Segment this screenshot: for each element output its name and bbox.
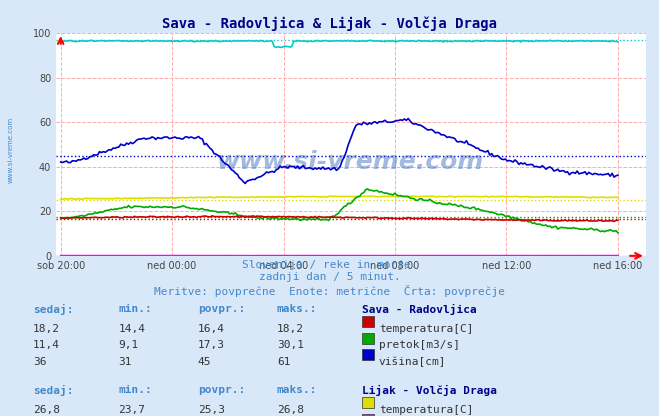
Text: Sava - Radovljica: Sava - Radovljica — [362, 304, 477, 315]
Text: 14,4: 14,4 — [119, 324, 146, 334]
Text: 9,1: 9,1 — [119, 340, 139, 350]
Text: pretok[m3/s]: pretok[m3/s] — [379, 340, 460, 350]
Text: min.:: min.: — [119, 385, 152, 395]
Text: 25,3: 25,3 — [198, 405, 225, 415]
Text: 26,8: 26,8 — [277, 405, 304, 415]
Text: Meritve: povprečne  Enote: metrične  Črta: povprečje: Meritve: povprečne Enote: metrične Črta:… — [154, 285, 505, 297]
Text: 30,1: 30,1 — [277, 340, 304, 350]
Text: maks.:: maks.: — [277, 385, 317, 395]
Text: 31: 31 — [119, 357, 132, 367]
Text: www.si-vreme.com: www.si-vreme.com — [217, 150, 484, 174]
Text: sedaj:: sedaj: — [33, 385, 73, 396]
Text: maks.:: maks.: — [277, 304, 317, 314]
Text: temperatura[C]: temperatura[C] — [379, 405, 473, 415]
Text: 11,4: 11,4 — [33, 340, 60, 350]
Text: zadnji dan / 5 minut.: zadnji dan / 5 minut. — [258, 272, 401, 282]
Text: 26,8: 26,8 — [33, 405, 60, 415]
Text: 18,2: 18,2 — [33, 324, 60, 334]
Text: višina[cm]: višina[cm] — [379, 357, 446, 367]
Text: www.si-vreme.com: www.si-vreme.com — [8, 117, 14, 183]
Text: min.:: min.: — [119, 304, 152, 314]
Text: Slovenija / reke in morje.: Slovenija / reke in morje. — [242, 260, 417, 270]
Text: 23,7: 23,7 — [119, 405, 146, 415]
Text: sedaj:: sedaj: — [33, 304, 73, 315]
Text: povpr.:: povpr.: — [198, 385, 245, 395]
Text: 45: 45 — [198, 357, 211, 367]
Text: 36: 36 — [33, 357, 46, 367]
Text: 18,2: 18,2 — [277, 324, 304, 334]
Text: Lijak - Volčja Draga: Lijak - Volčja Draga — [362, 385, 498, 396]
Text: 16,4: 16,4 — [198, 324, 225, 334]
Text: 17,3: 17,3 — [198, 340, 225, 350]
Text: povpr.:: povpr.: — [198, 304, 245, 314]
Text: Sava - Radovljica & Lijak - Volčja Draga: Sava - Radovljica & Lijak - Volčja Draga — [162, 17, 497, 31]
Text: temperatura[C]: temperatura[C] — [379, 324, 473, 334]
Text: 61: 61 — [277, 357, 290, 367]
